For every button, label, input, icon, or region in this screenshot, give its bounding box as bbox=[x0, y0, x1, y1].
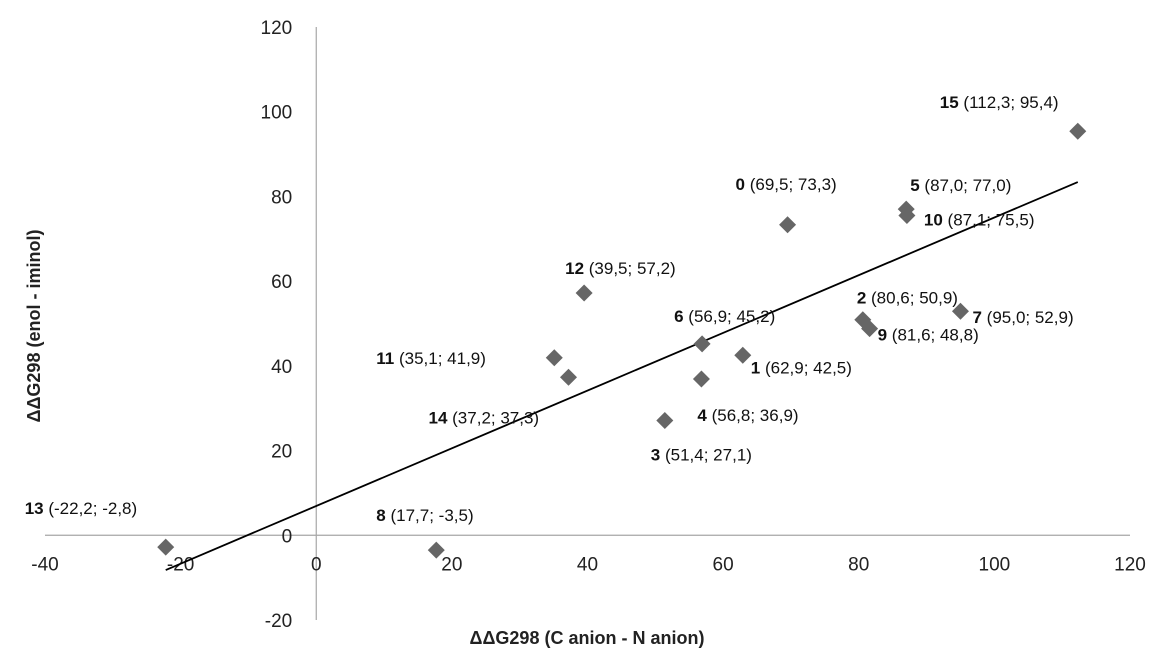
data-point bbox=[861, 320, 879, 338]
y-tick-label: 60 bbox=[271, 272, 292, 293]
data-points bbox=[157, 122, 1087, 559]
y-tick-label: 20 bbox=[271, 442, 292, 463]
point-label: 15 (112,3; 95,4) bbox=[940, 93, 1059, 112]
data-point bbox=[157, 538, 175, 556]
x-tick-label: -20 bbox=[167, 554, 194, 575]
point-label: 14 (37,2; 37,3) bbox=[429, 408, 540, 427]
data-point bbox=[427, 541, 445, 559]
x-tick-label: 80 bbox=[848, 554, 869, 575]
y-tick-label: -20 bbox=[265, 611, 292, 632]
point-label: 11 (35,1; 41,9) bbox=[376, 349, 486, 368]
point-label: 9 (81,6; 48,8) bbox=[878, 326, 979, 345]
data-point bbox=[1069, 122, 1087, 140]
y-tick-label: 120 bbox=[261, 18, 293, 39]
x-tick-label: 0 bbox=[311, 554, 322, 575]
point-label: 10 (87,1; 75,5) bbox=[924, 210, 1035, 229]
tick-labels: -40 -20 0 20 40 60 80 100 120 -20 0 20 40 60 80 100 120 bbox=[31, 18, 1146, 632]
data-point bbox=[693, 335, 711, 353]
point-label: 5 (87,0; 77,0) bbox=[910, 176, 1011, 195]
data-point bbox=[656, 411, 674, 429]
point-label: 8 (17,7; -3,5) bbox=[376, 506, 473, 525]
data-point bbox=[779, 216, 797, 234]
point-label: 2 (80,6; 50,9) bbox=[857, 289, 958, 308]
y-tick-label: 40 bbox=[271, 357, 292, 378]
x-tick-label: 60 bbox=[713, 554, 734, 575]
y-axis-title: ΔΔG298 (enol - iminol) bbox=[24, 230, 44, 423]
x-tick-label: 100 bbox=[979, 554, 1011, 575]
point-label: 1 (62,9; 42,5) bbox=[751, 358, 852, 377]
x-axis-title: ΔΔG298 (C anion - N anion) bbox=[470, 628, 705, 648]
y-tick-label: 100 bbox=[261, 103, 293, 124]
point-labels: 0 (69,5; 73,3) 1 (62,9; 42,5) 2 (80,6; 50,… bbox=[25, 93, 1074, 525]
data-point bbox=[898, 206, 916, 224]
point-label: 0 (69,5; 73,3) bbox=[736, 175, 837, 194]
x-tick-label: 20 bbox=[441, 554, 462, 575]
axes bbox=[45, 27, 1130, 620]
point-label: 12 (39,5; 57,2) bbox=[565, 259, 676, 278]
point-label: 7 (95,0; 52,9) bbox=[972, 308, 1073, 327]
trendline bbox=[165, 181, 1079, 571]
data-point bbox=[951, 302, 969, 320]
point-label: 6 (56,9; 45,2) bbox=[674, 307, 775, 326]
x-tick-label: -40 bbox=[31, 554, 58, 575]
point-label: 3 (51,4; 27,1) bbox=[651, 445, 752, 464]
y-tick-label: 0 bbox=[282, 526, 293, 547]
data-point bbox=[692, 370, 710, 388]
point-label: 13 (-22,2; -2,8) bbox=[25, 499, 137, 518]
data-point bbox=[560, 368, 578, 386]
trendline-group bbox=[165, 181, 1079, 571]
data-point bbox=[734, 346, 752, 364]
data-point bbox=[545, 349, 563, 367]
x-tick-label: 40 bbox=[577, 554, 598, 575]
x-tick-label: 120 bbox=[1114, 554, 1146, 575]
data-point bbox=[575, 284, 593, 302]
y-tick-label: 80 bbox=[271, 187, 292, 208]
point-label: 4 (56,8; 36,9) bbox=[697, 406, 798, 425]
